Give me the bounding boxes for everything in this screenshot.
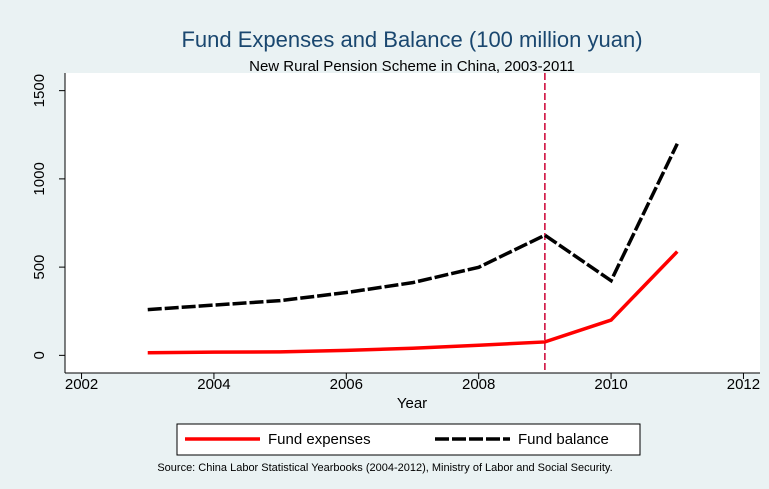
- x-tick-label: 2012: [727, 376, 760, 393]
- chart-subtitle: New Rural Pension Scheme in China, 2003-…: [249, 58, 575, 75]
- y-tick-label: 1500: [31, 74, 48, 107]
- source-note: Source: China Labor Statistical Yearbook…: [157, 462, 612, 474]
- x-tick-label: 2006: [330, 376, 363, 393]
- x-tick-label: 2004: [197, 376, 230, 393]
- y-tick-label: 500: [31, 255, 48, 280]
- x-axis-label: Year: [397, 395, 427, 412]
- y-tick-label: 0: [31, 351, 48, 359]
- x-tick-label: 2010: [594, 376, 627, 393]
- series-line: [147, 250, 679, 355]
- x-tick-label: 2008: [462, 376, 495, 393]
- y-tick-label: 1000: [31, 162, 48, 195]
- plot-area: [65, 73, 760, 373]
- series-line: [147, 143, 679, 312]
- x-tick-label: 2002: [65, 376, 98, 393]
- chart-title: Fund Expenses and Balance (100 million y…: [181, 27, 642, 52]
- legend-label: Fund balance: [518, 431, 609, 448]
- legend-label: Fund expenses: [268, 431, 371, 448]
